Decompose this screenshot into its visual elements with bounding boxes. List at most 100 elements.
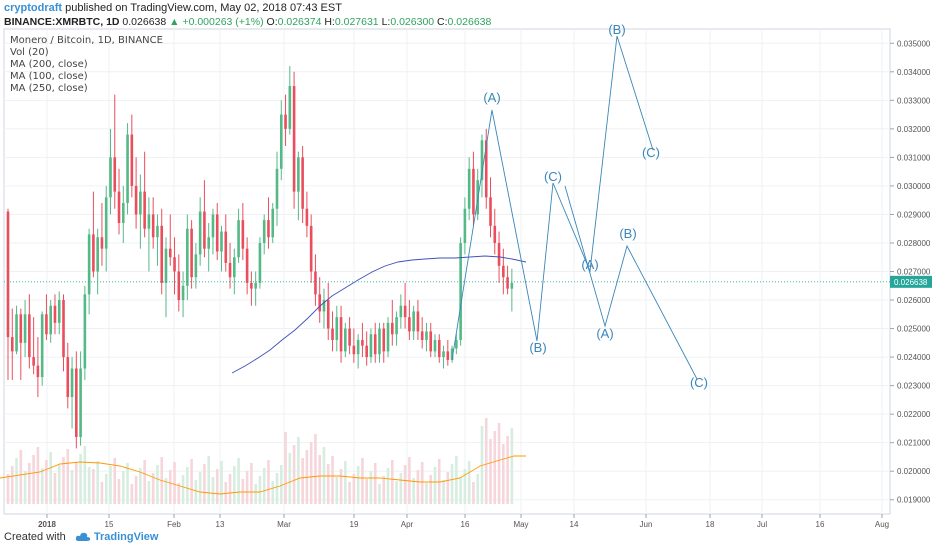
candle-body [241, 220, 245, 249]
legend-title: Monero / Bitcoin, 1D, BINANCE [10, 35, 163, 46]
candle-body [271, 208, 275, 238]
volume-bar [314, 434, 317, 504]
legend-ma100[interactable]: MA (100, close) [10, 71, 88, 82]
candle-body [160, 225, 164, 283]
author-link[interactable]: cryptodraft [4, 2, 63, 14]
high-value: 0.027631 [334, 16, 379, 28]
price-change: ▲ +0.000263 (+1%) [169, 16, 264, 28]
candle-body [382, 328, 386, 352]
volume-bar [57, 465, 61, 504]
volume-bar [502, 444, 505, 504]
last-price-tag [890, 275, 932, 288]
candle-body [224, 231, 228, 263]
volume-bar [96, 461, 99, 504]
volume-bar [450, 464, 454, 504]
volume-bar [36, 447, 40, 504]
volume-bar [484, 418, 488, 504]
candle-body [87, 234, 91, 295]
volume-bar [262, 468, 266, 504]
candle-body [254, 282, 257, 289]
candle-body [429, 331, 433, 352]
volume-bar [476, 474, 479, 504]
wave-projection-line [564, 185, 698, 380]
candle-body [399, 305, 403, 318]
candle-body [250, 282, 253, 289]
x-tick-label: 16 [816, 520, 825, 529]
candle-body [79, 368, 82, 437]
volume-bar [75, 462, 78, 504]
candle-body [28, 314, 31, 358]
y-tick-label: 0.029000 [897, 210, 931, 219]
candle-body [228, 262, 232, 278]
candle-body [425, 331, 428, 340]
volume-bar [416, 470, 420, 504]
wave-label: (A) [581, 257, 598, 272]
volume-bar [6, 474, 10, 504]
candle-body [472, 168, 475, 215]
high-label: H: [324, 16, 335, 28]
volume-bar [292, 445, 296, 504]
volume-bar [472, 482, 475, 504]
volume-bar [403, 465, 407, 504]
x-tick-label: 16 [461, 520, 470, 529]
volume-bar [241, 479, 245, 504]
volume-bar [356, 466, 360, 504]
low-label: L: [381, 16, 391, 28]
symbol-label: BINANCE:XMRBTC, 1D [4, 16, 120, 28]
candle-body [32, 357, 35, 366]
volume-bar [497, 423, 501, 504]
candle-body [365, 345, 368, 358]
volume-bar [250, 463, 253, 504]
candle-body [284, 114, 287, 129]
y-tick-label: 0.027000 [897, 268, 931, 277]
last-price-label: 0.026638 [894, 278, 928, 287]
volume-bar [194, 480, 198, 504]
volume-bar [399, 473, 403, 504]
wave-label: (B) [619, 226, 636, 241]
candle-body [245, 248, 249, 283]
candle-body [147, 214, 151, 229]
candle-body [352, 345, 356, 355]
volume-bar [425, 483, 428, 504]
volume-bar [382, 476, 386, 504]
candle-body [288, 86, 292, 129]
candle-body [297, 157, 300, 192]
volume-bar [49, 452, 52, 504]
legend-ma250[interactable]: MA (250, close) [10, 83, 88, 94]
legend-ma200[interactable]: MA (200, close) [10, 59, 88, 70]
volume-bar [28, 463, 31, 504]
candle-body [143, 191, 146, 229]
wave-label: (C) [544, 169, 562, 184]
candle-body [23, 314, 27, 343]
candle-body [408, 317, 411, 332]
candle-body [480, 140, 484, 181]
volume-bar [100, 482, 104, 504]
open-value: 0.026374 [277, 16, 322, 28]
y-tick-label: 0.024000 [897, 353, 931, 362]
legend-vol[interactable]: Vol (20) [10, 47, 49, 58]
volume-bar [493, 431, 497, 504]
tradingview-logo[interactable]: TradingView [75, 531, 158, 543]
volume-ma-line [0, 455, 526, 495]
y-tick-label: 0.032000 [897, 125, 931, 134]
candle-body [403, 305, 407, 318]
volume-bar [130, 484, 134, 504]
x-tick-label: Apr [401, 520, 414, 529]
x-tick-label: Jun [640, 520, 653, 529]
volume-bar [177, 483, 181, 504]
volume-bar [139, 468, 142, 504]
volume-bar [386, 468, 390, 504]
x-tick-label: Aug [875, 520, 889, 529]
volume-bar [126, 463, 129, 504]
candle-body [314, 271, 317, 295]
y-tick-label: 0.023000 [897, 382, 931, 391]
volume-bar [267, 460, 270, 504]
volume-bar [429, 475, 433, 504]
volume-bar [352, 474, 356, 504]
candle-body [373, 334, 377, 355]
volume-bar [87, 467, 91, 504]
wave-label: (C) [690, 375, 708, 390]
volume-bar [258, 476, 262, 504]
candle-body [151, 214, 155, 238]
